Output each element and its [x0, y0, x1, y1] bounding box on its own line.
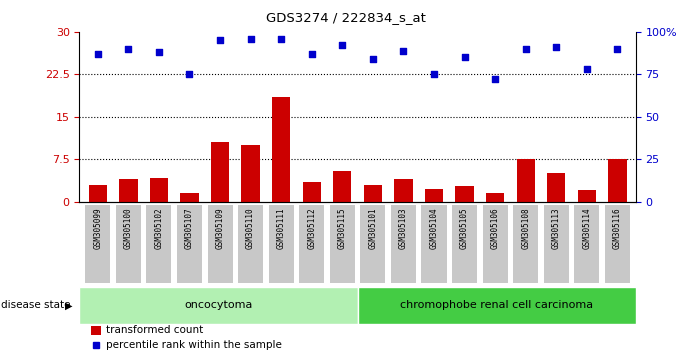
Text: GSM305109: GSM305109 — [216, 208, 225, 249]
Point — [520, 46, 531, 52]
Text: GSM305103: GSM305103 — [399, 208, 408, 249]
Bar — [299, 205, 324, 283]
Bar — [455, 186, 474, 202]
Text: GSM305113: GSM305113 — [551, 208, 561, 249]
Point — [398, 48, 409, 53]
Bar — [116, 205, 141, 283]
Bar — [180, 193, 198, 202]
Text: GSM305116: GSM305116 — [613, 208, 622, 249]
Bar — [241, 145, 260, 202]
Point — [245, 36, 256, 41]
Point — [276, 36, 287, 41]
Text: GSM305105: GSM305105 — [460, 208, 469, 249]
Bar — [303, 182, 321, 202]
Bar — [333, 171, 352, 202]
Point — [153, 50, 164, 55]
Text: ▶: ▶ — [65, 300, 73, 310]
Text: disease state: disease state — [1, 300, 71, 310]
Bar — [360, 205, 386, 283]
Point — [612, 46, 623, 52]
Point — [184, 72, 195, 77]
Bar — [85, 205, 111, 283]
Text: GSM305101: GSM305101 — [368, 208, 377, 249]
Bar — [358, 287, 636, 324]
Text: GSM305106: GSM305106 — [491, 208, 500, 249]
Bar — [238, 205, 263, 283]
Text: GSM305102: GSM305102 — [154, 208, 164, 249]
Bar — [391, 205, 416, 283]
Bar — [330, 205, 355, 283]
Text: percentile rank within the sample: percentile rank within the sample — [106, 340, 282, 350]
Bar — [211, 142, 229, 202]
Point — [368, 56, 379, 62]
Point — [428, 72, 439, 77]
Text: GSM305115: GSM305115 — [338, 208, 347, 249]
Bar — [578, 190, 596, 202]
Text: GSM305114: GSM305114 — [583, 208, 591, 249]
Point — [459, 55, 470, 60]
Text: chromophobe renal cell carcinoma: chromophobe renal cell carcinoma — [400, 300, 593, 310]
Text: GSM305108: GSM305108 — [521, 208, 530, 249]
Bar — [395, 179, 413, 202]
Point — [93, 51, 104, 57]
Bar — [207, 205, 233, 283]
Bar — [482, 205, 508, 283]
Bar — [88, 185, 107, 202]
Text: GSM305112: GSM305112 — [307, 208, 316, 249]
Text: GSM305104: GSM305104 — [430, 208, 439, 249]
Bar — [91, 326, 101, 335]
Text: transformed count: transformed count — [106, 325, 203, 335]
Text: GSM305100: GSM305100 — [124, 208, 133, 249]
Bar — [79, 287, 358, 324]
Bar — [146, 205, 171, 283]
Bar — [177, 205, 202, 283]
Point — [306, 51, 317, 57]
Point — [551, 44, 562, 50]
Bar — [150, 178, 168, 202]
Bar — [272, 97, 290, 202]
Bar — [547, 173, 565, 202]
Bar — [513, 205, 538, 283]
Text: GSM305110: GSM305110 — [246, 208, 255, 249]
Bar — [608, 159, 627, 202]
Bar — [425, 189, 443, 202]
Text: GSM305111: GSM305111 — [276, 208, 285, 249]
Bar — [452, 205, 477, 283]
Point — [581, 67, 592, 72]
Bar — [269, 205, 294, 283]
Point — [337, 42, 348, 48]
Bar — [605, 205, 630, 283]
Bar — [486, 193, 504, 202]
Bar — [422, 205, 446, 283]
Bar — [119, 179, 138, 202]
Bar — [363, 185, 382, 202]
Bar — [574, 205, 599, 283]
Point — [123, 46, 134, 52]
Text: GDS3274 / 222834_s_at: GDS3274 / 222834_s_at — [265, 11, 426, 24]
Text: oncocytoma: oncocytoma — [184, 300, 253, 310]
Bar — [544, 205, 569, 283]
Point — [214, 38, 225, 43]
Bar — [516, 159, 535, 202]
Text: GSM305107: GSM305107 — [185, 208, 194, 249]
Point — [490, 76, 501, 82]
Text: GSM305099: GSM305099 — [93, 208, 102, 249]
